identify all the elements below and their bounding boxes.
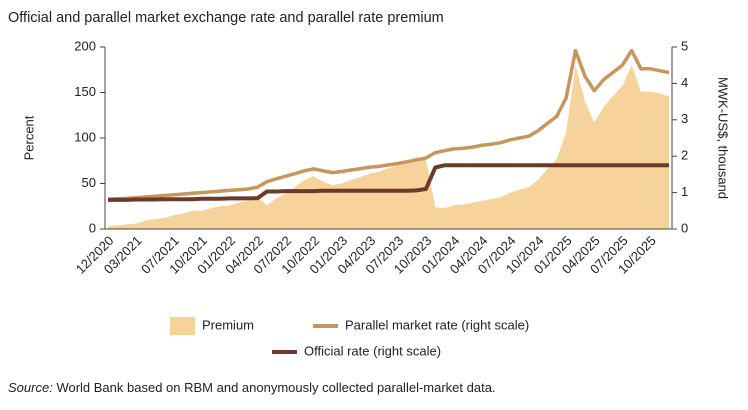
- chart-title: Official and parallel market exchange ra…: [8, 10, 444, 26]
- legend-swatch: [170, 317, 195, 335]
- y-tick-label: 50: [82, 175, 96, 190]
- rate-line: [108, 163, 669, 202]
- y-tick-label: 150: [74, 84, 96, 99]
- y2-tick-label: 1: [681, 184, 688, 199]
- y2-tick-label: 3: [681, 111, 688, 126]
- y2-axis-label: MWK-US$, thousand: [716, 77, 731, 199]
- legend-label: Official rate (right scale): [304, 343, 441, 358]
- y2-tick-label: 0: [681, 220, 688, 235]
- source: Source: World Bank based on RBM and anon…: [8, 380, 496, 395]
- y-tick-label: 200: [74, 38, 96, 53]
- y2-tick-label: 5: [681, 38, 688, 53]
- y-tick-label: 100: [74, 129, 96, 144]
- legend-label: Premium: [202, 317, 254, 332]
- legend-label: Parallel market rate (right scale): [345, 317, 529, 332]
- source-text: World Bank based on RBM and anonymously …: [56, 380, 495, 395]
- premium-area: [108, 65, 669, 229]
- source-label: Source:: [8, 380, 53, 395]
- y-tick-label: 0: [89, 220, 96, 235]
- rate-line: [107, 48, 670, 201]
- y-axis-label: Percent: [21, 115, 36, 160]
- y2-tick-label: 2: [681, 148, 688, 163]
- y2-tick-label: 4: [681, 75, 688, 90]
